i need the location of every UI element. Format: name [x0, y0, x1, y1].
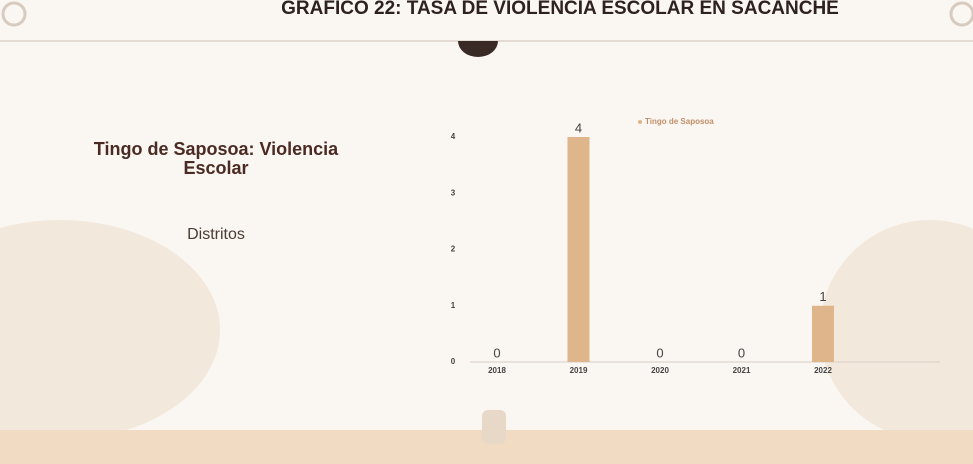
slide: GRAFICO 22: TASA DE VIOLENCIA ESCOLAR EN…: [0, 0, 973, 464]
data-label: 4: [575, 120, 582, 135]
y-tick-label: 4: [451, 132, 456, 141]
data-label: 1: [819, 289, 826, 304]
y-tick-label: 3: [451, 188, 456, 197]
page: {"header": {"title": "GRAFICO 22: TASA D…: [0, 0, 973, 464]
logo: [482, 410, 506, 444]
x-tick-label: 2022: [814, 366, 832, 375]
x-tick-label: 2019: [570, 366, 588, 375]
legend-swatch: [638, 120, 642, 124]
data-label: 0: [493, 345, 500, 360]
bar: [568, 137, 590, 362]
x-tick-label: 2021: [733, 366, 751, 375]
y-tick-label: 0: [451, 357, 456, 366]
legend-label: Tingo de Saposoa: [645, 117, 714, 126]
x-tick-label: 2018: [488, 366, 506, 375]
chart-subtitle: Distritos: [187, 226, 245, 243]
y-tick-label: 1: [451, 301, 456, 310]
data-label: 0: [656, 345, 663, 360]
bar: [812, 306, 834, 362]
header-title: GRAFICO 22: TASA DE VIOLENCIA ESCOLAR EN…: [281, 0, 839, 19]
data-label: 0: [738, 345, 745, 360]
x-tick-label: 2020: [651, 366, 669, 375]
y-tick-label: 2: [451, 245, 456, 254]
